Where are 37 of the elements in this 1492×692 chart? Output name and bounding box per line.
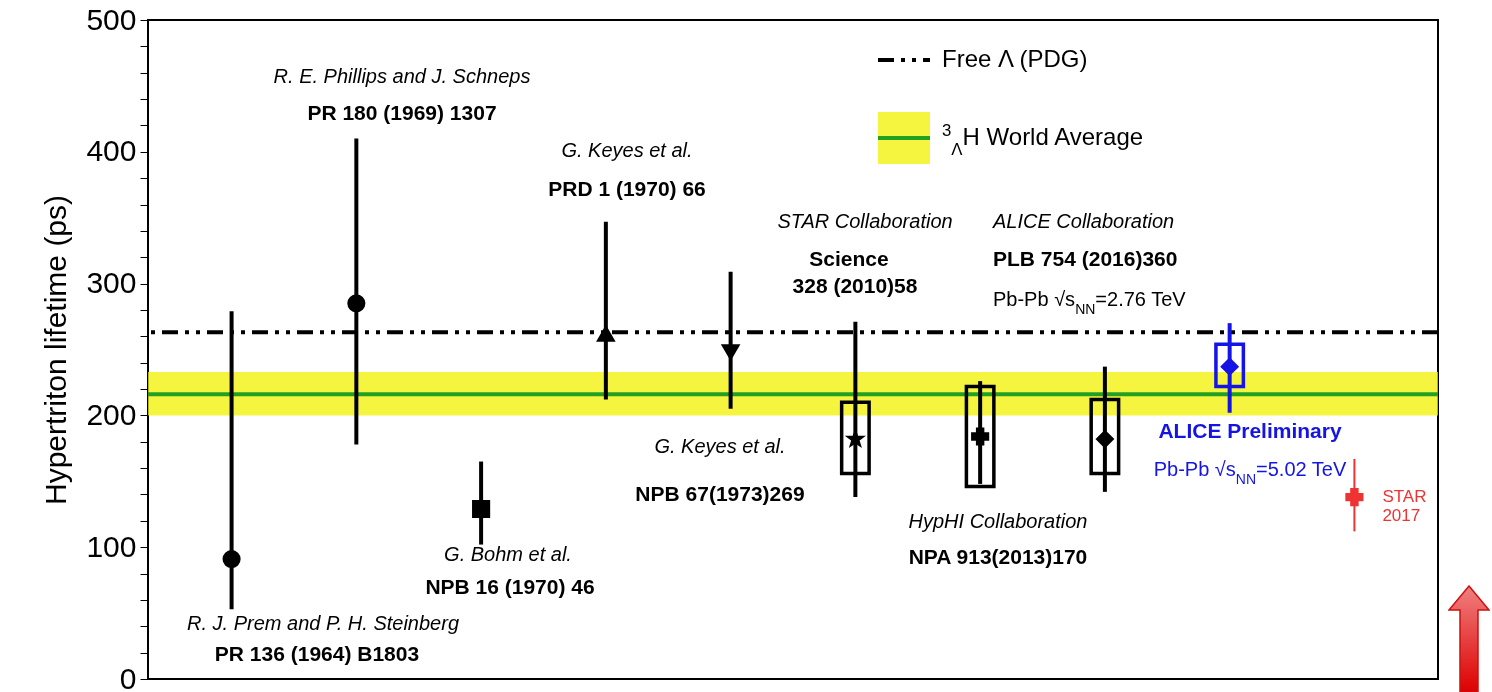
annotation: ALICE Preliminary (1158, 419, 1342, 442)
point (222, 550, 241, 569)
annotation: Pb-Pb √s$_{NN}$=5.02 TeV (1153, 458, 1347, 487)
point (472, 499, 491, 519)
annotation: NPB 67(1973)269 (635, 482, 805, 505)
annotation: NPB 16 (1970) 46 (425, 575, 595, 598)
annotation: NPA 913(2013)170 (908, 545, 1088, 568)
series-label: STAR 2017 (1382, 487, 1427, 526)
legend-label: Free Λ (PDG) (942, 45, 1088, 72)
point (1345, 488, 1364, 507)
annotation: R. E. Phillips and J. Schneps (273, 65, 531, 87)
annotation: G. Keyes et al. (654, 435, 786, 457)
point (971, 427, 990, 446)
y-axis-title: Hypertriton lifetime (ps) (39, 194, 73, 506)
annotation: G. Bohm et al. (444, 543, 572, 565)
y-tick-label: 200 (86, 397, 137, 431)
annotation: Science (809, 247, 889, 270)
annotation: 328 (2010)58 (792, 274, 918, 297)
y-tick-label: 100 (86, 529, 137, 563)
y-tick-label: 0 (119, 661, 137, 692)
point (347, 294, 366, 313)
point (1095, 430, 1114, 449)
annotation: PRD 1 (1970) 66 (548, 177, 706, 200)
y-tick-label: 300 (86, 266, 137, 300)
point (596, 325, 615, 342)
annotation: Pb-Pb √s$_{NN}$=2.76 TeV (993, 288, 1187, 317)
y-tick-label: 400 (86, 134, 137, 168)
annotation: G. Keyes et al. (561, 139, 693, 161)
annotation: PLB 754 (2016)360 (993, 247, 1178, 270)
annotation: PR 136 (1964) B1803 (214, 642, 420, 665)
annotation: PR 180 (1969) 1307 (307, 101, 497, 124)
annotation: ALICE Collaboration (992, 210, 1175, 232)
y-tick-label: 500 (86, 2, 137, 36)
point (721, 344, 740, 361)
annotation: HypHI Collaboration (908, 510, 1088, 532)
annotation: R. J. Prem and P. H. Steinberg (187, 612, 459, 634)
annotation: STAR Collaboration (777, 210, 953, 232)
